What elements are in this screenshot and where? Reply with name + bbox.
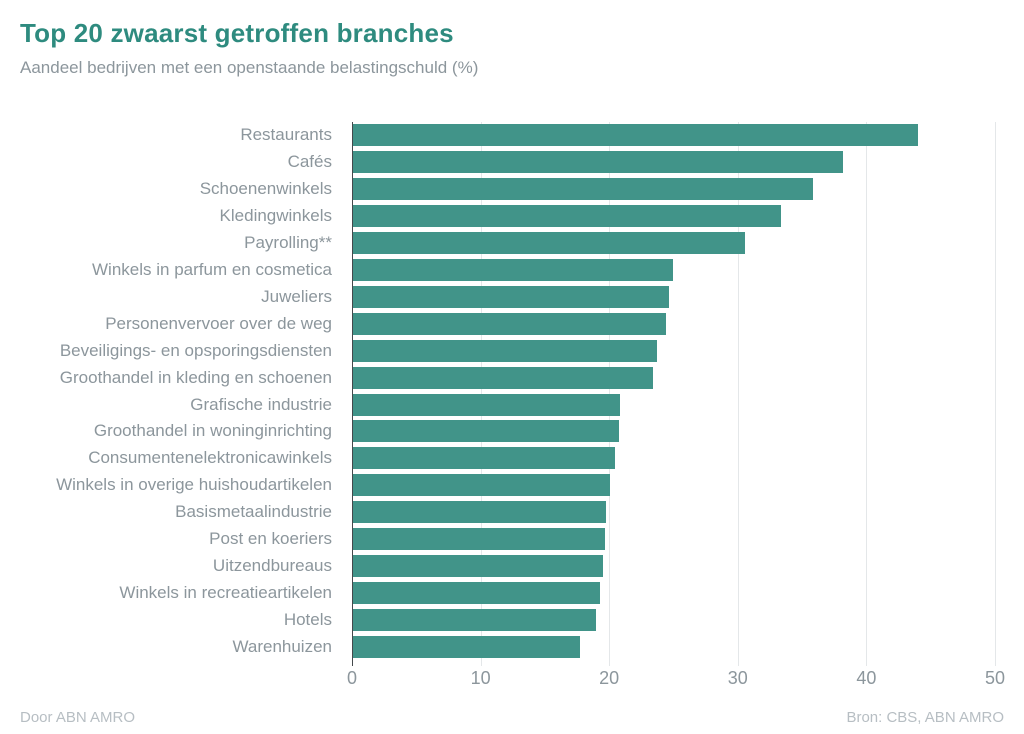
bar [353, 232, 745, 255]
x-axis-label: 0 [346, 668, 358, 688]
x-axis-tick [737, 660, 739, 666]
bar [353, 554, 604, 577]
x-axis-label: 20 [599, 668, 620, 688]
bar [353, 474, 610, 497]
category-label: Kledingwinkels [219, 206, 332, 226]
category-label: Groothandel in woninginrichting [93, 421, 332, 441]
category-label: Consumentenelektronicawinkels [88, 448, 332, 468]
bar-row [353, 203, 995, 230]
credit-text: Door ABN AMRO [20, 709, 136, 726]
x-axis-tick [480, 660, 482, 666]
bar-row [353, 149, 995, 176]
x-axis-tick [352, 660, 353, 666]
x-axis-label: 30 [727, 668, 748, 688]
category-label: Beveiligings- en opsporingsdiensten [59, 340, 332, 360]
x-axis-label: 50 [984, 668, 1006, 688]
gridline [609, 122, 611, 660]
x-axis-tick [609, 660, 611, 666]
category-label: Groothandel in kleding en schoenen [59, 367, 332, 387]
bar-row [353, 579, 995, 606]
y-axis-line [352, 122, 353, 666]
category-label: Schoenenwinkels [199, 179, 332, 199]
x-axis-tick [866, 660, 868, 666]
bar-row [353, 176, 995, 203]
bar [353, 205, 781, 228]
bar [353, 178, 813, 201]
x-axis: 0 10 20 30 40 50 [347, 660, 1005, 690]
source-text: Bron: CBS, ABN AMRO [846, 709, 1004, 726]
category-label: Post en koeriers [209, 529, 332, 549]
gridline [737, 122, 739, 660]
bar-row [353, 337, 995, 364]
bar [353, 285, 669, 308]
bars-container [353, 122, 995, 660]
bar [353, 581, 600, 604]
bar-row [353, 310, 995, 337]
bar [353, 528, 605, 551]
category-label: Winkels in parfum en cosmetica [92, 259, 332, 279]
bar-row [353, 283, 995, 310]
bar [353, 366, 654, 389]
bar-row [353, 418, 995, 445]
bar [353, 312, 667, 335]
x-axis-label: 10 [470, 668, 491, 688]
category-label: Winkels in recreatieartikelen [119, 582, 332, 602]
bar-row [353, 526, 995, 553]
category-axis: Restaurants Cafés Schoenenwinkels Kledingwi… [0, 122, 332, 660]
bar [353, 339, 658, 362]
bar [353, 608, 596, 631]
category-label: Personenvervoer over de weg [105, 313, 332, 333]
category-label: Uitzendbureaus [212, 555, 332, 575]
category-label: Juweliers [261, 286, 332, 306]
category-label: Grafische industrie [190, 394, 332, 414]
bar [353, 501, 606, 524]
bar-row [353, 257, 995, 284]
x-axis-tick [995, 660, 996, 666]
gridline [866, 122, 868, 660]
category-label: Cafés [287, 152, 332, 172]
bar [353, 447, 615, 470]
category-label: Warenhuizen [232, 636, 332, 656]
bar [353, 635, 581, 658]
plot-area [352, 122, 996, 666]
bar-row [353, 445, 995, 472]
x-axis-label: 40 [856, 668, 877, 688]
bar-row [353, 364, 995, 391]
category-label: Hotels [283, 609, 332, 629]
bar [353, 420, 619, 443]
bar-row [353, 230, 995, 257]
chart-title: Top 20 zwaarst getroffen branches [20, 18, 454, 48]
bar-row [353, 499, 995, 526]
bar-row [353, 122, 995, 149]
chart-subtitle: Aandeel bedrijven met een openstaande be… [20, 58, 479, 77]
bar-row [353, 391, 995, 418]
bar-row [353, 606, 995, 633]
bar-row [353, 472, 995, 499]
bar-row [353, 633, 995, 660]
category-label: Basismetaalindustrie [175, 502, 332, 522]
category-label: Winkels in overige huishoudartikelen [56, 475, 332, 495]
bar [353, 258, 673, 281]
bar [353, 124, 918, 147]
gridline [480, 122, 482, 660]
gridline [995, 122, 996, 660]
bar-row [353, 553, 995, 580]
category-label: Payrolling** [244, 233, 332, 253]
category-label: Restaurants [240, 125, 332, 145]
bar [353, 393, 621, 416]
bar [353, 151, 844, 174]
